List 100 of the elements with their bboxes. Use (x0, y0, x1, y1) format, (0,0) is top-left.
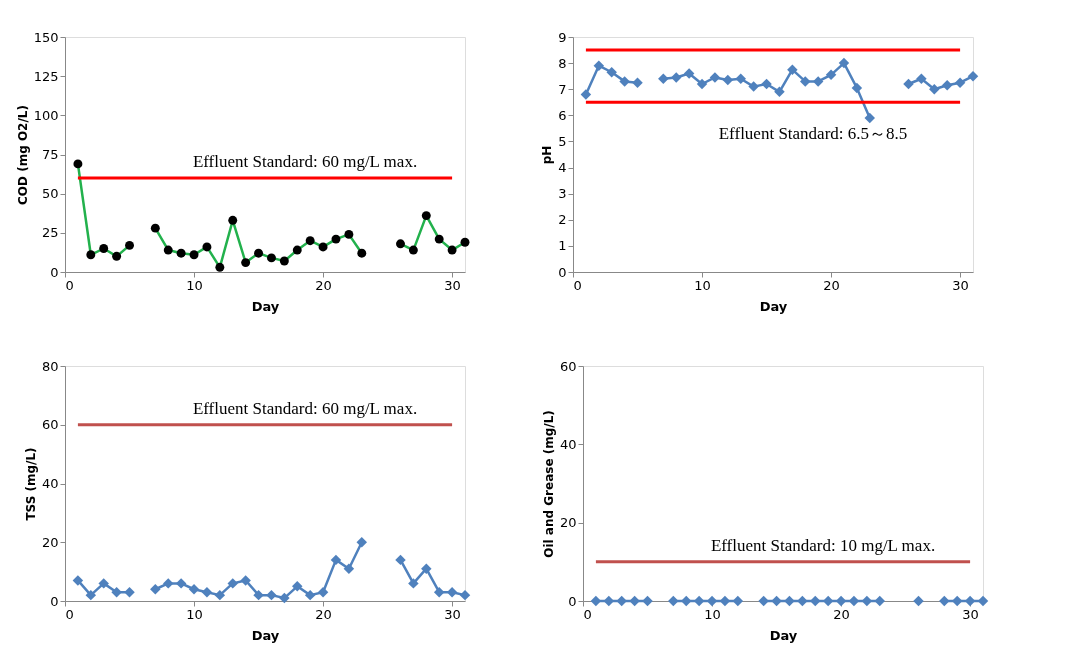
point (709, 72, 721, 83)
y-axis-title: pH (540, 145, 555, 165)
point (124, 586, 135, 598)
point (162, 578, 174, 589)
point (593, 60, 605, 71)
point (408, 578, 419, 589)
y-tick-label: 0 (558, 264, 567, 280)
x-axis-title: Day (251, 298, 280, 314)
point (214, 589, 226, 601)
point (774, 86, 785, 98)
point (330, 554, 342, 566)
x-tick-label: 0 (65, 606, 74, 622)
point (85, 589, 97, 601)
y-axis-title: TSS (mg/L) (23, 447, 38, 521)
y-tick-label: 75 (41, 147, 59, 162)
y-axis-title: Oil and Grease (mg/L) (541, 410, 556, 558)
x-tick-label: 20 (823, 277, 840, 293)
y-tick-label: 80 (41, 358, 59, 374)
point (670, 72, 682, 83)
y-tick-label: 1 (558, 238, 567, 254)
ref-line-label: Effluent Standard: 6.5～8.5 (718, 124, 908, 144)
x-tick-label: 20 (833, 606, 850, 622)
point (395, 554, 406, 566)
point (606, 67, 617, 78)
x-tick-label: 10 (186, 606, 203, 622)
point (343, 563, 355, 574)
y-tick-label: 60 (41, 417, 59, 433)
y-tick-label: 9 (558, 29, 567, 45)
x-tick-label: 0 (583, 606, 592, 622)
point (619, 76, 630, 87)
point (201, 586, 213, 598)
x-axis-title: Day (769, 627, 798, 643)
x-tick-label: 0 (65, 277, 74, 293)
point (941, 80, 953, 91)
point (188, 584, 200, 595)
y-tick-label: 60 (559, 358, 577, 374)
y-tick-label: 3 (558, 186, 567, 202)
point (421, 563, 432, 574)
y-tick-label: 0 (568, 593, 577, 609)
point (954, 77, 966, 88)
point (967, 70, 979, 82)
x-tick-label: 10 (704, 606, 721, 622)
point (929, 83, 940, 95)
point (696, 78, 708, 90)
y-tick-label: 50 (41, 186, 59, 202)
point (748, 81, 759, 92)
ref-line-label: Effluent Standard: 10 mg/L max. (710, 535, 936, 555)
y-tick-label: 0 (50, 593, 59, 609)
x-tick-label: 20 (315, 277, 332, 293)
point (227, 578, 238, 589)
x-tick-label: 20 (315, 606, 332, 622)
point (292, 581, 303, 592)
point (838, 57, 850, 69)
point (356, 537, 368, 548)
point (632, 77, 643, 88)
point (903, 78, 914, 90)
y-tick-label: 125 (33, 68, 59, 84)
x-tick-label: 30 (444, 606, 461, 622)
point (317, 586, 329, 598)
point (761, 78, 772, 90)
point (580, 89, 592, 100)
ref-line-label: Effluent Standard: 60 mg/L max. (192, 152, 418, 171)
point (111, 586, 122, 598)
point (812, 76, 824, 87)
x-tick-label: 10 (694, 277, 711, 293)
point (735, 73, 746, 85)
y-axis-title: COD (mg O2/L) (15, 105, 30, 205)
point (175, 578, 187, 589)
point (253, 589, 264, 601)
point (658, 73, 669, 85)
x-tick-label: 10 (186, 277, 203, 293)
y-tick-label: 8 (558, 55, 567, 71)
point (787, 64, 798, 75)
x-tick-label: 30 (962, 606, 979, 622)
point (683, 68, 695, 79)
y-tick-label: 20 (41, 534, 59, 550)
point (266, 589, 277, 601)
point (98, 578, 109, 589)
point (304, 589, 316, 601)
point (722, 74, 734, 86)
point (72, 575, 84, 586)
y-tick-label: 4 (558, 160, 567, 176)
point (916, 73, 927, 85)
point (433, 586, 445, 598)
y-tick-label: 5 (558, 133, 567, 149)
y-tick-label: 6 (558, 107, 567, 123)
y-tick-label: 7 (558, 81, 567, 97)
ref-line-label: Effluent Standard: 60 mg/L max. (192, 398, 418, 418)
y-tick-label: 40 (41, 476, 59, 491)
point (150, 584, 161, 595)
y-tick-label: 2 (558, 212, 567, 228)
point (279, 592, 290, 604)
y-tick-label: 20 (559, 515, 577, 531)
x-axis-title: Day (251, 627, 280, 643)
x-tick-label: 30 (952, 277, 969, 293)
point (864, 112, 876, 124)
point (240, 575, 251, 586)
y-tick-label: 150 (33, 29, 59, 45)
y-tick-label: 100 (33, 107, 59, 123)
point (446, 586, 458, 598)
